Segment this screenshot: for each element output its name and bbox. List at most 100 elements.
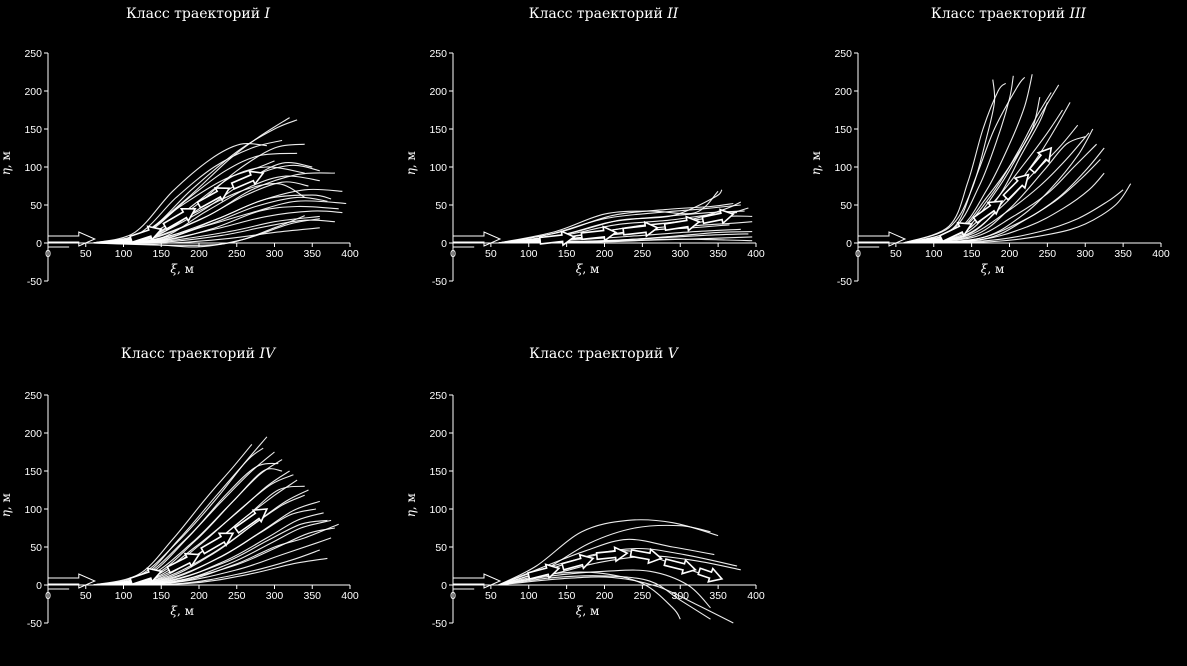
trajectory-line (498, 538, 715, 586)
y-tick-label: 150 (24, 124, 42, 136)
trajectory-line (903, 136, 1086, 244)
trajectory-line (93, 557, 328, 586)
y-tick-label: -50 (432, 276, 447, 288)
trajectory-line (93, 489, 309, 586)
flow-direction-arrow (622, 220, 660, 238)
y-tick-label: 200 (429, 428, 447, 440)
trajectory-line (498, 519, 719, 586)
y-tick-label: 0 (36, 238, 42, 250)
trajectory-line (93, 519, 332, 586)
chart-title-prefix: Класс траекторий (529, 346, 668, 362)
chart-panel-3: Класс траекторий III -50 0 50 100 150 200 250 0 5… (809, 6, 1170, 288)
y-axis-label: η, м (404, 493, 418, 517)
x-tick-label: 300 (1076, 248, 1094, 260)
y-tick-label: 100 (24, 162, 42, 174)
x-tick-label: 50 (80, 590, 92, 602)
x-axis-label: ξ, м (576, 604, 600, 618)
y-tick-label: 0 (846, 238, 852, 250)
flow-direction-arrow (580, 225, 618, 243)
trajectory-line (903, 102, 1048, 244)
x-tick-label: 0 (45, 590, 51, 602)
trajectory-line (903, 183, 1132, 244)
y-tick-label: 150 (834, 124, 852, 136)
trajectory-line (498, 190, 719, 244)
y-tick-label: 200 (429, 86, 447, 98)
x-tick-label: 350 (303, 590, 321, 602)
chart-title-roman: III (1068, 6, 1086, 22)
trajectory-line (93, 474, 294, 586)
flow-direction-arrow (697, 566, 724, 583)
y-axis-label: η, м (404, 151, 418, 175)
x-tick-label: 400 (747, 590, 765, 602)
x-tick-label: 200 (1001, 248, 1019, 260)
x-tick-label: 150 (558, 248, 576, 260)
x-tick-label: 350 (709, 590, 727, 602)
x-tick-label: 400 (341, 590, 359, 602)
y-tick-label: 200 (834, 86, 852, 98)
chart-title-prefix: Класс траекторий (931, 6, 1070, 22)
x-axis-label: ξ, м (170, 604, 194, 618)
flow-direction-arrow (162, 208, 197, 231)
x-tick-label: 400 (1152, 248, 1170, 260)
x-tick-label: 250 (1039, 248, 1057, 260)
chart-panel-2: Класс траекторий II -50 0 50 100 150 200 250 0 50… (404, 6, 765, 288)
flow-direction-arrow (663, 558, 697, 575)
flow-direction-arrow (527, 563, 561, 580)
x-tick-label: 0 (450, 248, 456, 260)
x-tick-label: 50 (485, 590, 497, 602)
flow-direction-arrow (129, 225, 163, 244)
x-axis-label: ξ, м (576, 262, 600, 276)
trajectory-line (903, 189, 1124, 244)
y-tick-label: 150 (429, 466, 447, 478)
flow-direction-arrow (663, 215, 701, 232)
trajectory-line (93, 205, 339, 244)
flow-direction-arrow (129, 567, 163, 586)
x-tick-label: 100 (115, 248, 133, 260)
y-tick-label: 0 (441, 580, 447, 592)
x-tick-label: 250 (634, 590, 652, 602)
x-tick-label: 200 (190, 590, 208, 602)
flow-direction-arrow (230, 170, 265, 190)
y-tick-label: 100 (24, 504, 42, 516)
trajectory-line (93, 181, 309, 244)
chart-title: Класс траекторий V (529, 346, 680, 362)
trajectory-line (93, 227, 320, 244)
chart-title-prefix: Класс траекторий (529, 6, 668, 22)
y-axis-label: η, м (0, 151, 13, 175)
x-tick-label: 0 (855, 248, 861, 260)
trajectory-line (903, 147, 1105, 244)
trajectory-line (93, 142, 267, 244)
y-tick-label: 250 (834, 48, 852, 60)
x-tick-label: 250 (634, 248, 652, 260)
y-tick-label: 100 (834, 162, 852, 174)
x-tick-label: 50 (80, 248, 92, 260)
trajectory-line (93, 215, 305, 246)
y-tick-label: 100 (429, 162, 447, 174)
flow-direction-arrow (166, 552, 201, 574)
flow-direction-arrow (595, 545, 629, 563)
y-tick-label: 50 (435, 200, 447, 212)
x-tick-label: 150 (152, 248, 170, 260)
trajectory-line (903, 79, 996, 244)
x-tick-label: 0 (450, 590, 456, 602)
y-tick-label: 250 (24, 48, 42, 60)
chart-panel-5: Класс траекторий V -50 0 50 100 150 200 250 0 50 1… (404, 346, 765, 630)
trajectory-line (903, 128, 1094, 244)
x-tick-label: 200 (596, 248, 614, 260)
y-axis-label: η, м (809, 151, 823, 175)
flow-direction-arrow (233, 508, 269, 535)
chart-title: Класс траекторий II (529, 6, 679, 22)
flow-direction-arrow (200, 532, 235, 555)
trajectory-line (498, 569, 711, 609)
y-tick-label: 100 (429, 504, 447, 516)
flow-direction-arrow (701, 208, 735, 225)
x-tick-label: 400 (747, 248, 765, 260)
flow-direction-arrow (196, 187, 231, 209)
x-tick-label: 350 (1114, 248, 1132, 260)
trajectory-line (93, 500, 320, 586)
y-tick-label: 50 (30, 542, 42, 554)
chart-title: Класс траекторий IV (121, 346, 277, 362)
x-tick-label: 200 (190, 248, 208, 260)
chart-title-prefix: Класс траекторий (126, 6, 265, 22)
x-axis-label: ξ, м (170, 262, 194, 276)
